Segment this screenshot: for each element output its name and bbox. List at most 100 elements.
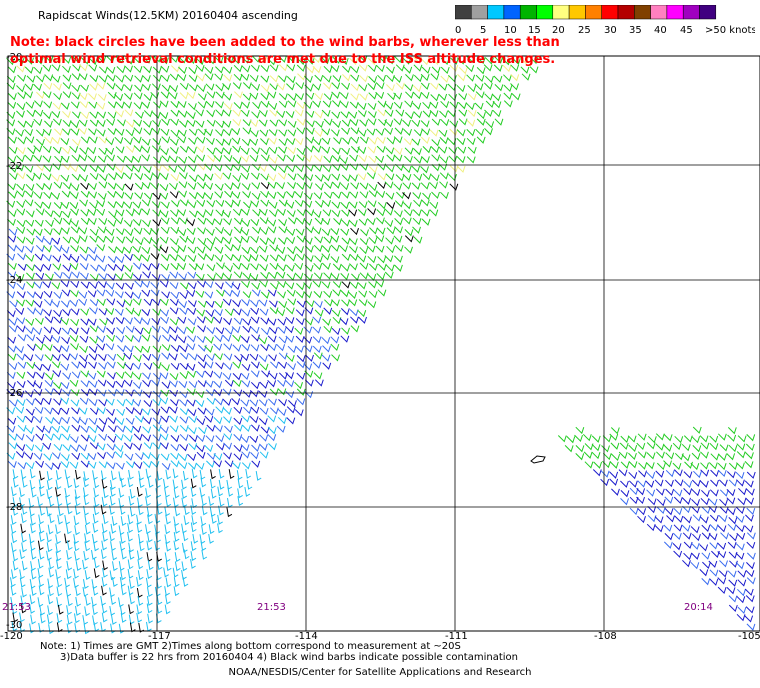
wind-barb: [494, 84, 504, 92]
contamination-note: Note: black circles have been added to t…: [10, 35, 560, 67]
wind-barb: [44, 407, 53, 415]
wind-barb: [394, 244, 404, 253]
wind-barb: [386, 137, 396, 145]
wind-barb: [665, 488, 675, 496]
wind-barb: [654, 516, 664, 524]
wind-barb: [25, 462, 35, 470]
wind-barb: [124, 192, 134, 200]
wind-barb: [646, 442, 656, 450]
wind-barb: [268, 300, 278, 308]
wind-barb: [170, 460, 180, 468]
wind-barb: [152, 372, 162, 381]
wind-barb: [673, 550, 683, 558]
wind-barb: [260, 199, 270, 207]
wind-barb: [258, 109, 268, 118]
wind-barb: [213, 343, 223, 351]
wind-barb: [656, 498, 666, 507]
wind-barb: [70, 128, 80, 136]
wind-barb: [285, 380, 295, 388]
wind-barb: [205, 254, 215, 262]
wind-barb: [529, 56, 539, 65]
wind-barb: [48, 586, 54, 597]
wind-barb: [267, 181, 277, 190]
time-label: 21:53: [2, 602, 31, 613]
wind-barb: [287, 93, 297, 102]
wind-barb: [142, 219, 151, 228]
wind-barb: [44, 379, 54, 388]
wind-barb: [223, 229, 233, 237]
wind-barb: [170, 444, 180, 452]
map-grid: [7, 55, 760, 632]
wind-barb: [305, 226, 314, 234]
wind-barb: [439, 137, 449, 145]
wind-barb: [224, 425, 233, 434]
wind-barb: [205, 336, 214, 344]
wind-barb: [108, 210, 117, 219]
wind-barb: [34, 109, 44, 117]
wind-barb: [52, 163, 62, 171]
wind-barb: [357, 173, 367, 181]
wind-barb: [174, 561, 181, 572]
wind-barb: [124, 425, 134, 434]
wind-barb: [115, 209, 125, 217]
wind-barb: [179, 416, 189, 424]
wind-barb: [358, 290, 368, 298]
wind-barb: [147, 514, 153, 525]
wind-barb: [25, 57, 34, 65]
wind-barb: [349, 263, 358, 271]
wind-barb: [125, 155, 134, 164]
wind-barb: [177, 327, 187, 335]
wind-barb: [231, 56, 241, 65]
wind-barb: [133, 145, 143, 153]
wind-barb: [456, 57, 466, 65]
wind-barb: [252, 209, 261, 217]
wind-barb: [190, 505, 197, 515]
wind-barb: [83, 495, 90, 506]
wind-barb: [402, 182, 412, 190]
wind-barb: [170, 362, 180, 371]
wind-barb: [672, 442, 682, 451]
wind-barb: [286, 228, 296, 237]
wind-barb: [24, 199, 34, 207]
wind-barb: [48, 513, 55, 524]
wind-barb: [178, 172, 188, 180]
wind-barb: [467, 109, 477, 118]
wind-barb: [421, 209, 430, 217]
wind-barb: [296, 64, 306, 72]
wind-barb: [746, 507, 756, 516]
wind-barb: [250, 406, 260, 414]
wind-barb: [89, 172, 99, 181]
wind-barb: [160, 316, 169, 325]
wind-barb: [690, 561, 700, 570]
wind-barb: [159, 192, 169, 200]
wind-barb: [440, 57, 450, 66]
wind-barb: [700, 469, 710, 477]
wind-barb: [115, 246, 125, 254]
wind-barb: [20, 603, 27, 614]
wind-barb: [51, 354, 61, 362]
wind-barb: [602, 460, 611, 469]
wind-barb: [367, 64, 377, 73]
wind-barb: [98, 418, 108, 426]
wind-barb: [717, 462, 727, 471]
wind-barb: [177, 74, 187, 82]
wind-barb: [700, 451, 709, 459]
wind-barb: [286, 64, 296, 72]
wind-barb: [376, 136, 386, 145]
wind-barb: [609, 433, 619, 441]
wind-barb: [160, 148, 169, 156]
wind-barb: [123, 442, 133, 450]
wind-barb: [394, 218, 404, 226]
wind-barb: [746, 562, 755, 570]
wind-barb: [213, 371, 223, 379]
wind-barb: [170, 118, 179, 126]
wind-barb: [324, 299, 333, 307]
wind-barb: [124, 363, 134, 371]
wind-barb: [333, 218, 342, 226]
wind-barb: [196, 309, 205, 317]
wind-barb: [682, 497, 691, 505]
wind-barb: [188, 128, 198, 137]
wind-barb: [296, 388, 306, 396]
wind-barb: [690, 526, 700, 534]
wind-barb: [211, 514, 217, 524]
